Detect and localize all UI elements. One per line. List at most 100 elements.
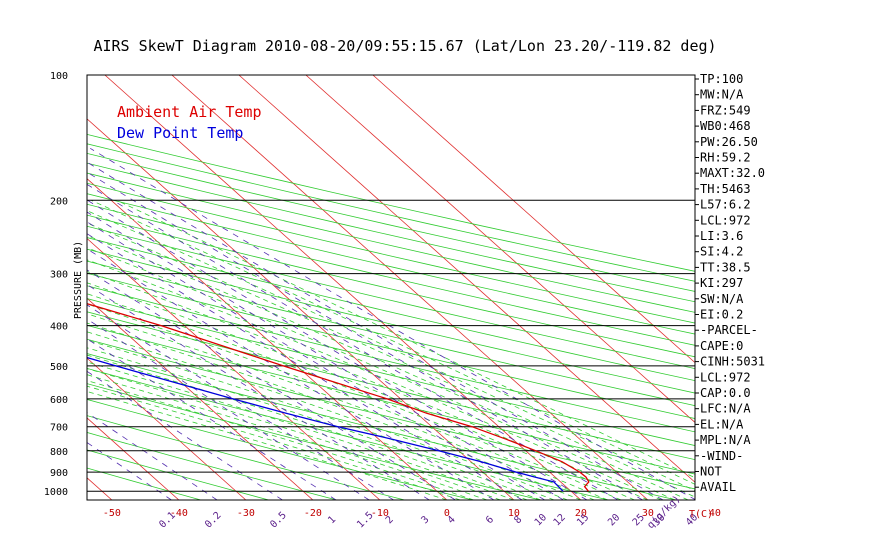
stat-line: SW:N/A [700, 292, 744, 306]
moist-adiabat-line [91, 199, 695, 485]
moist-adiabat-line [87, 222, 695, 498]
pressure-tick-label: 600 [50, 395, 68, 406]
bottom-temp-tick-label: -20 [304, 508, 322, 519]
mixing-ratio-line [87, 199, 588, 500]
dry-adiabat-line [87, 248, 695, 394]
dry-adiabat-line [87, 353, 677, 500]
mixing-ratio-line [87, 304, 394, 500]
dry-adiabat-line [87, 225, 695, 370]
moist-adiabat-line [87, 391, 448, 500]
legend-entry-dew-point-temp: Dew Point Temp [117, 124, 243, 142]
mixing-ratio-line [87, 284, 430, 500]
mixing-ratio-line [87, 221, 545, 500]
dry-adiabat-line [87, 182, 695, 324]
moist-adiabat-line [87, 339, 555, 500]
moist-adiabat-lines [87, 199, 695, 500]
stat-line: LI:3.6 [700, 229, 743, 243]
dry-adiabat-line [87, 415, 405, 500]
bottom-temp-tick-label: -30 [237, 508, 255, 519]
stat-line: CINH:5031 [700, 355, 765, 369]
dry-adiabat-line [87, 367, 609, 500]
bottom-temp-tick-label: 0 [444, 508, 450, 519]
moist-adiabat-line [116, 199, 695, 479]
ambient-air-temp-line [87, 302, 590, 492]
legend-entry-ambient-air-temp: Ambient Air Temp [117, 103, 262, 121]
bottom-temp-tick-label: -10 [371, 508, 389, 519]
stat-line: -WIND- [700, 449, 743, 463]
bottom-temp-tick-labels: -50 -40 -30 -20 -10 0 10 20 30 40 [103, 508, 721, 519]
stat-line: FRZ:549 [700, 103, 751, 117]
stat-line: NOT [700, 465, 722, 479]
stat-line: TT:38.5 [700, 260, 751, 274]
isobar-lines [87, 199, 695, 492]
bottom-temp-tick-label: 30 [642, 508, 654, 519]
pressure-tick-label: 900 [50, 468, 68, 479]
moist-adiabat-line [87, 282, 635, 500]
moist-adiabat-line [87, 259, 662, 500]
stat-line: RH:59.2 [700, 151, 751, 165]
moist-adiabat-line [87, 331, 568, 500]
dry-adiabat-line [87, 398, 473, 500]
pressure-tick-labels: 100 200 300 400 500 600 700 800 900 1000 [44, 71, 68, 498]
bottom-temp-tick-label: -40 [170, 508, 188, 519]
stat-line: LFC:N/A [700, 402, 751, 416]
stat-line: KI:297 [700, 276, 743, 290]
isotherm-line [87, 357, 247, 500]
stat-line: AVAIL [700, 480, 736, 494]
mixing-ratio-line [87, 233, 523, 500]
moist-adiabat-line [87, 354, 528, 500]
stat-line: EL:N/A [700, 417, 744, 431]
temperature-unit-label: T(C) [689, 509, 713, 520]
pressure-tick-label: 500 [50, 362, 68, 373]
y-axis-label: PRESSURE (MB) [73, 241, 84, 319]
bottom-temp-tick-label: -50 [103, 508, 121, 519]
moist-adiabat-line [87, 313, 595, 500]
stat-line: LCL:972 [700, 213, 751, 227]
dry-adiabat-line [87, 203, 695, 346]
moist-adiabat-line [87, 247, 675, 500]
isotherm-line [171, 75, 649, 500]
mixing-ratio-line [87, 183, 619, 500]
stat-line: TH:5463 [700, 182, 751, 196]
moist-adiabat-line [87, 210, 695, 492]
stat-line: -PARCEL- [700, 323, 758, 337]
mixing-ratio-line [87, 338, 337, 500]
pressure-tick-label: 1000 [44, 487, 68, 498]
dry-adiabat-line [87, 237, 695, 382]
bottom-temp-tick-label: 10 [508, 508, 520, 519]
chart-legend: Ambient Air Temp Dew Point Temp [117, 103, 262, 142]
dry-adiabat-line [87, 272, 695, 419]
stat-line: WB0:468 [700, 119, 751, 133]
moist-adiabat-line [87, 361, 515, 500]
dew-point-temp-line [87, 356, 564, 492]
dry-adiabat-line [87, 338, 695, 490]
stat-line: MPL:N/A [700, 433, 751, 447]
mixing-ratio-line [87, 269, 456, 500]
mixing-ratio-line [87, 161, 664, 500]
stat-line: EI:0.2 [700, 308, 743, 322]
dry-adiabat-line [87, 311, 695, 461]
stat-line: MW:N/A [700, 88, 744, 102]
stat-line: CAP:0.0 [700, 386, 751, 400]
dry-adiabat-line [87, 152, 695, 292]
isotherm-line [305, 75, 695, 423]
dry-adiabat-line [87, 143, 695, 282]
moist-adiabat-line [87, 374, 488, 500]
moist-adiabat-line [87, 380, 474, 500]
dry-adiabat-line [87, 172, 695, 313]
dry-adiabat-line [87, 193, 695, 335]
moist-adiabat-line [87, 368, 501, 500]
pressure-tick-label: 700 [50, 423, 68, 434]
sounding-profiles [87, 302, 590, 492]
dry-adiabat-line [87, 133, 695, 272]
plot-frame [86, 74, 696, 501]
pressure-tick-label: 300 [50, 270, 68, 281]
bottom-temp-tick-label: 20 [575, 508, 587, 519]
chart-title: AIRS SkewT Diagram 2010-08-20/09:55:15.6… [93, 37, 716, 55]
isotherm-line [87, 417, 180, 500]
mixing-ratio-line [87, 171, 643, 500]
dry-adiabat-line [87, 285, 695, 433]
